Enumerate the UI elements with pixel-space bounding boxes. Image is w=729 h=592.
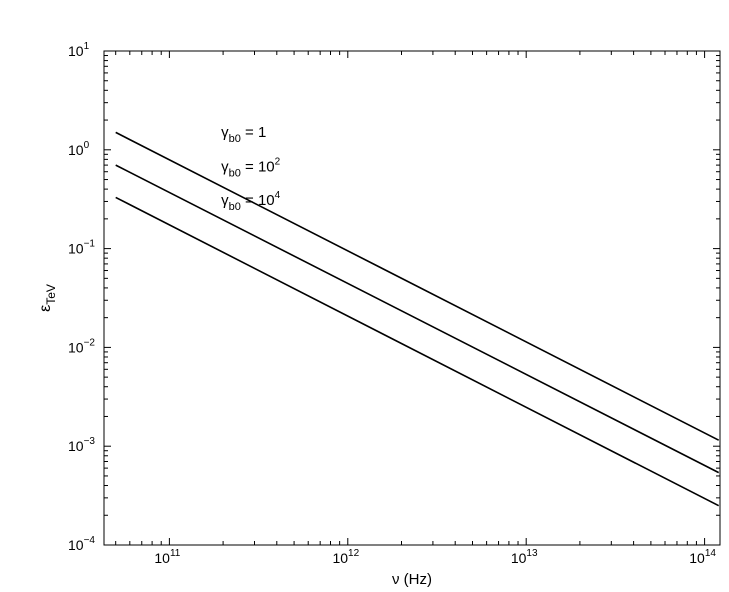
series-line-1	[115, 131, 720, 441]
y-tick-labels: 10−4 10−3 10−2 10−1 100 101	[68, 41, 95, 553]
series-group	[115, 131, 720, 507]
x-axis-label: ν (Hz)	[392, 571, 432, 588]
x-tick-label: 1014	[689, 548, 716, 566]
series-label-3: γb0 = 104	[221, 190, 281, 213]
series-line-3	[115, 196, 720, 507]
series-line-2	[115, 164, 720, 474]
y-axis-label: εTeV	[37, 284, 58, 312]
series-label-2: γb0 = 102	[221, 157, 281, 180]
tick-marks	[104, 50, 720, 546]
y-tick-label: 101	[68, 41, 90, 59]
y-tick-label: 10−3	[68, 436, 95, 454]
series-labels: γb0 = 1 γb0 = 102 γb0 = 104	[221, 124, 281, 213]
x-tick-label: 1012	[332, 548, 359, 566]
x-tick-label: 1013	[511, 548, 538, 566]
series-label-1: γb0 = 1	[221, 124, 266, 145]
y-tick-label: 10−1	[68, 239, 95, 257]
plot-frame	[103, 50, 721, 546]
x-tick-labels: 1011 1012 1013 1014	[154, 548, 716, 566]
x-tick-label: 1011	[154, 548, 180, 566]
y-tick-label: 10−4	[68, 535, 95, 553]
y-tick-label: 100	[68, 140, 90, 158]
y-tick-label: 10−2	[68, 337, 95, 355]
